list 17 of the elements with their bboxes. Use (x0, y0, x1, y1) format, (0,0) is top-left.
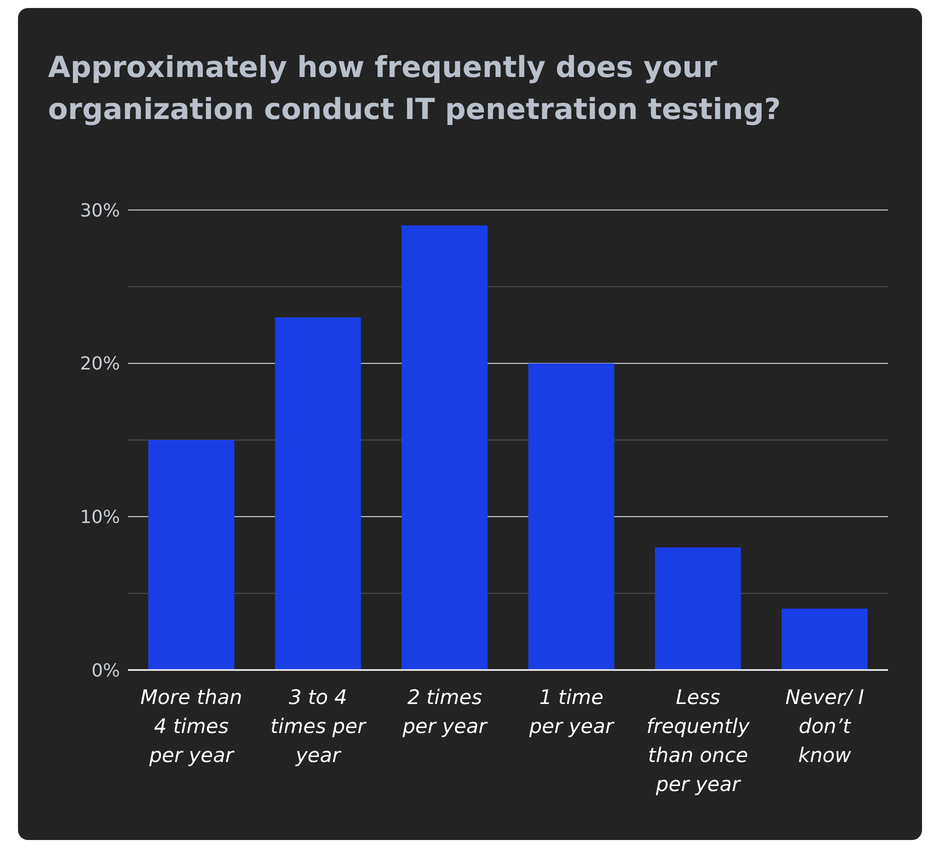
x-tick-label: Less frequently than once per year (646, 685, 751, 796)
x-tick-label: 1 time per year (528, 685, 616, 738)
bar (654, 547, 741, 670)
x-tick-label: 2 times per year (402, 685, 489, 738)
bar (528, 363, 614, 670)
bar (148, 440, 234, 670)
y-tick-label: 10% (80, 507, 120, 528)
y-tick-label: 20% (80, 354, 120, 375)
x-tick-label: 3 to 4 times per year (270, 685, 368, 767)
bar (782, 608, 868, 670)
bar (402, 225, 488, 670)
chart-title: Approximately how frequently does your organization conduct IT penetration testing? (48, 49, 782, 128)
y-tick-label: 30% (80, 200, 120, 222)
x-tick-label: Never/ I don’t know (785, 685, 864, 767)
x-tick-label: More than 4 times per year (140, 685, 242, 767)
y-tick-label: 0% (91, 660, 120, 682)
bar (274, 317, 361, 670)
